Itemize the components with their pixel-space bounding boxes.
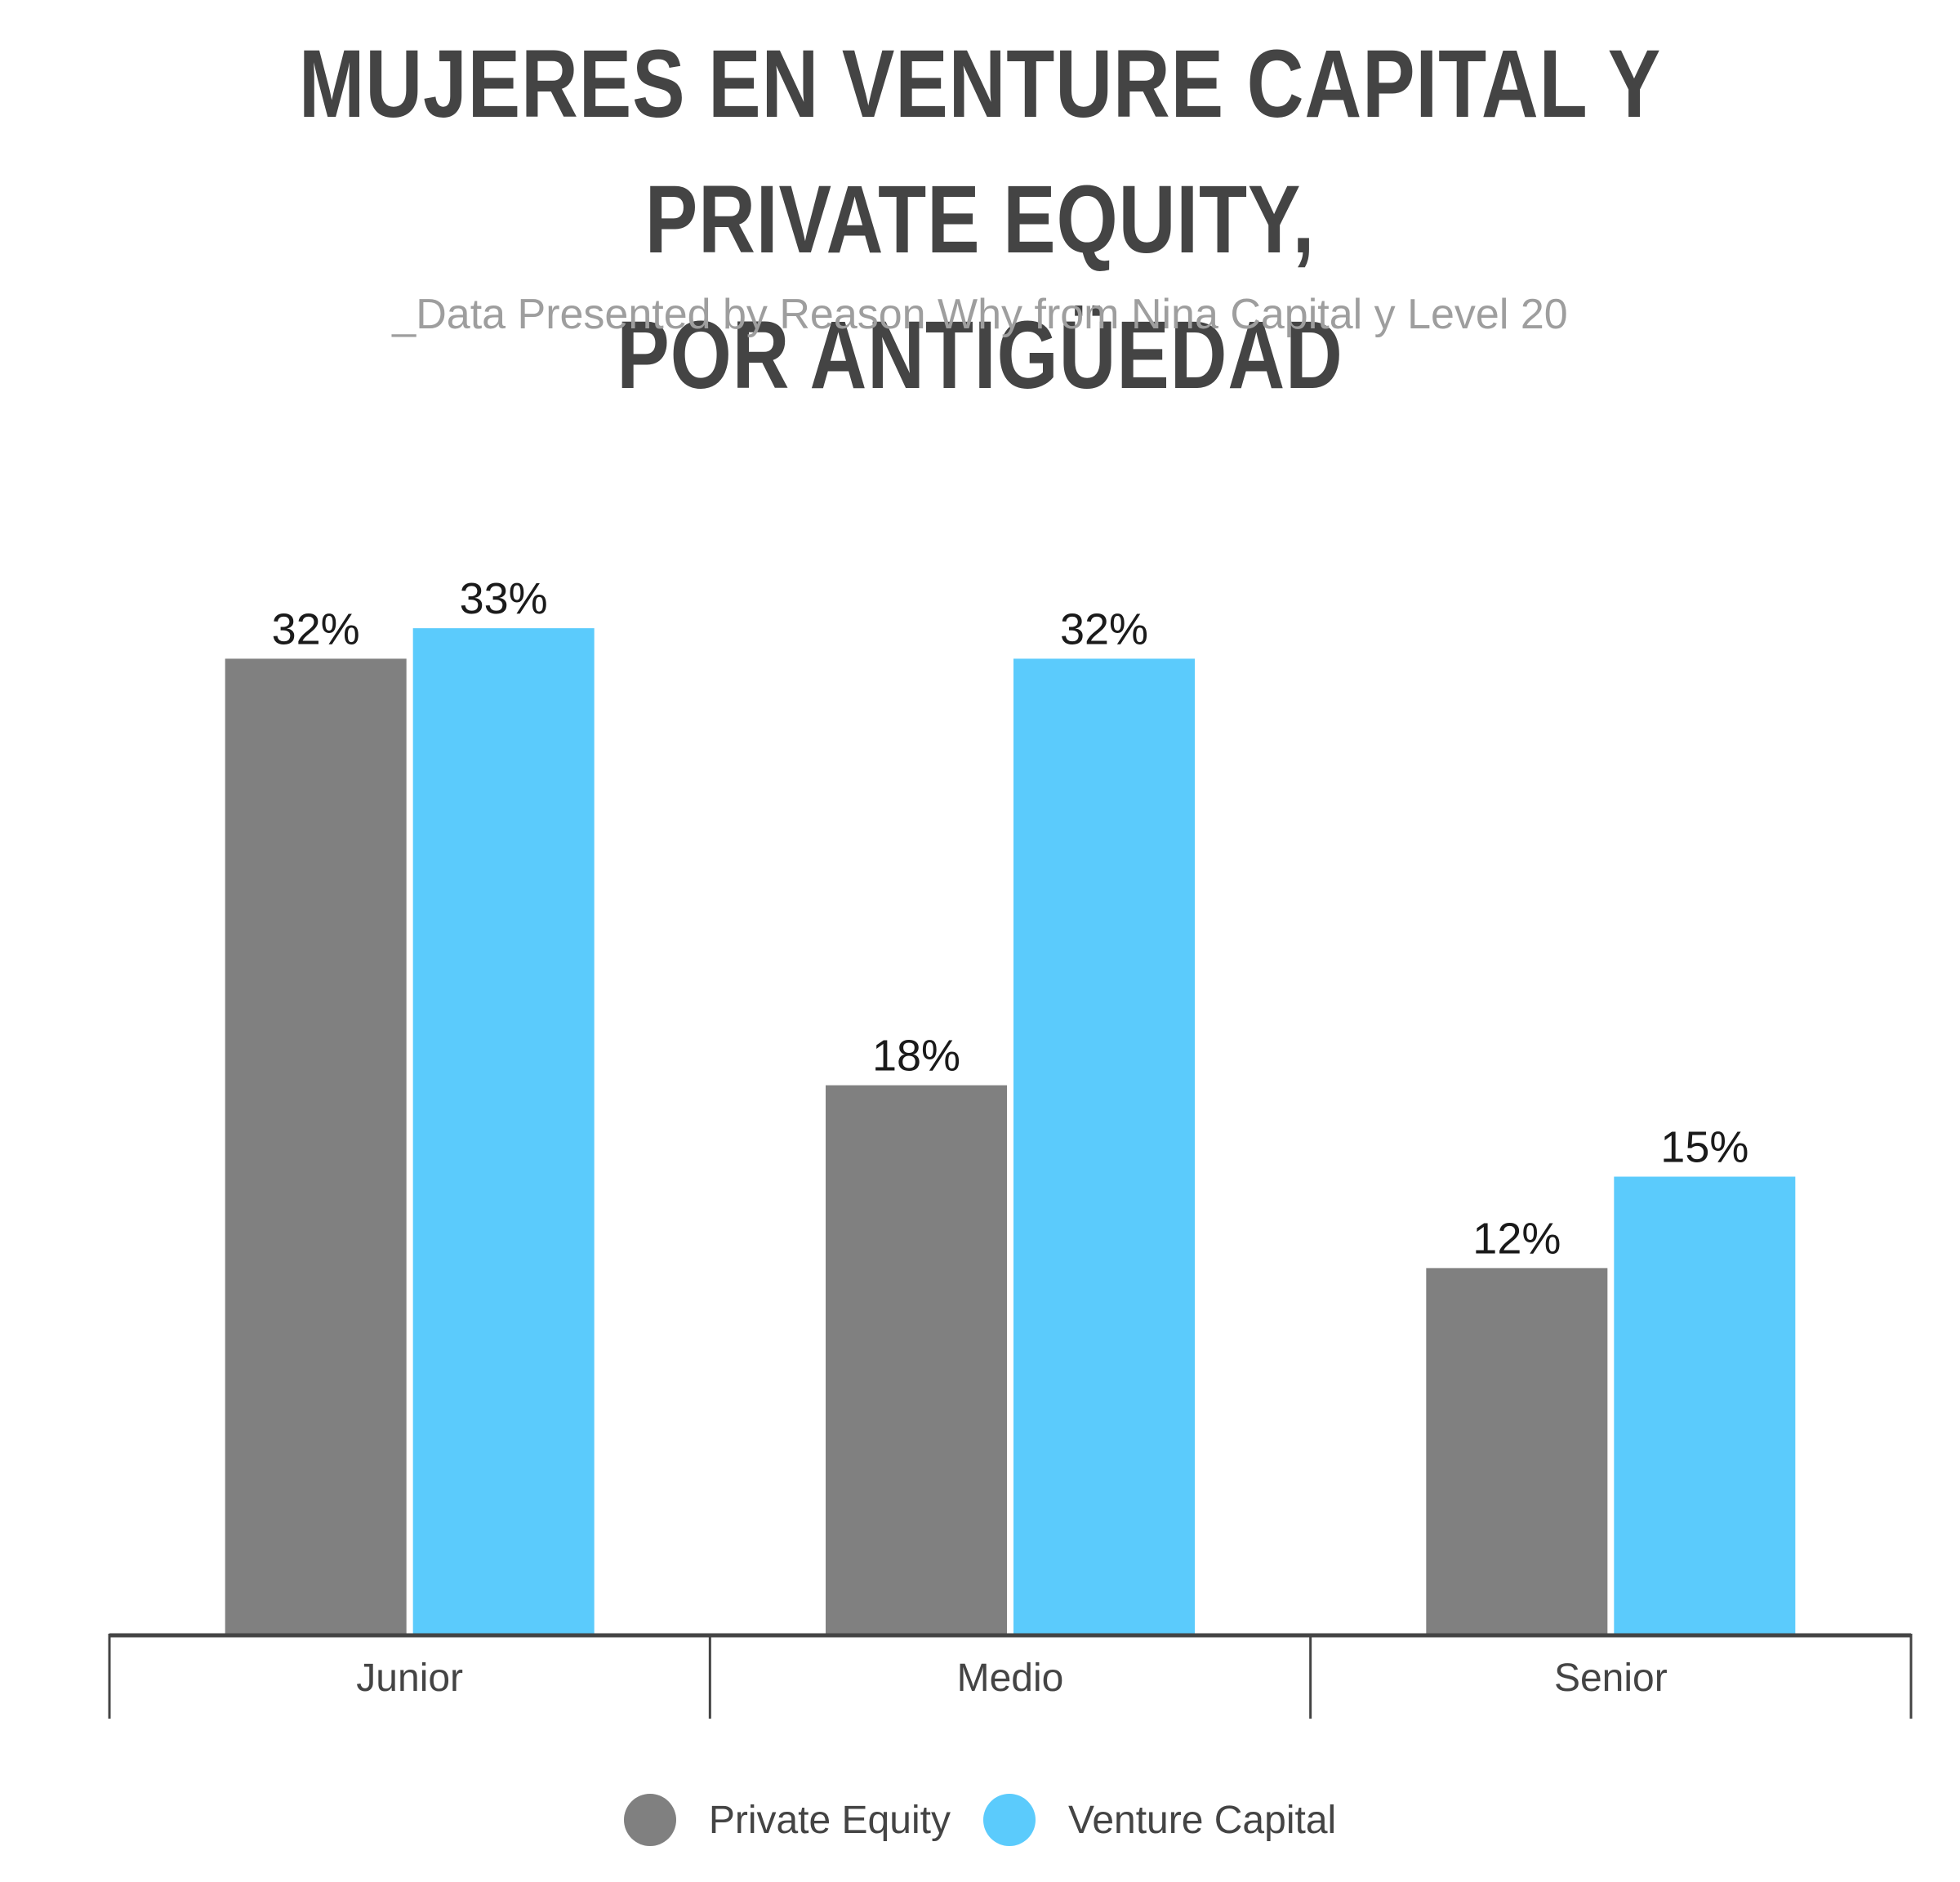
legend-swatch-venture-capital: [982, 1794, 1036, 1846]
x-tick-label-medio: Medio: [957, 1657, 1064, 1700]
chart-legend: Private Equity Venture Capital: [0, 1794, 1960, 1846]
bar-junior-private-equity: [225, 658, 407, 1634]
legend-swatch-private-equity: [623, 1794, 676, 1846]
data-label-senior-private-equity: 12%: [1472, 1214, 1561, 1263]
data-label-medio-private-equity: 18%: [872, 1032, 960, 1081]
bar-junior-venture-capital: [412, 628, 595, 1634]
chart-title-line-1: MUJERES EN VENTURE CAPITAL Y PRIVATE EQU…: [298, 30, 1662, 274]
legend-label-venture-capital: Venture Capital: [1067, 1798, 1337, 1842]
bar-medio-private-equity: [826, 1085, 1007, 1634]
bar-senior-private-equity: [1426, 1268, 1608, 1634]
data-label-medio-venture-capital: 32%: [1060, 604, 1148, 653]
data-label-junior-private-equity: 32%: [272, 604, 360, 653]
data-label-junior-venture-capital: 33%: [460, 574, 548, 623]
legend-label-private-equity: Private Equity: [708, 1798, 951, 1842]
chart-subtitle: _Data Presented by Reason Why from Nina …: [392, 291, 1568, 338]
bar-senior-venture-capital: [1614, 1176, 1796, 1634]
x-tick-label-senior: Senior: [1554, 1657, 1668, 1700]
chart-title: MUJERES EN VENTURE CAPITAL Y PRIVATE EQU…: [176, 16, 1784, 423]
bar-medio-venture-capital: [1013, 658, 1195, 1634]
legend-item-venture-capital: Venture Capital: [982, 1794, 1337, 1846]
legend-item-private-equity: Private Equity: [623, 1794, 951, 1846]
chart-title-line-2: POR ANTIGÜEDAD: [617, 301, 1343, 409]
x-tick-label-junior: Junior: [356, 1657, 463, 1700]
data-label-senior-venture-capital: 15%: [1660, 1123, 1748, 1172]
